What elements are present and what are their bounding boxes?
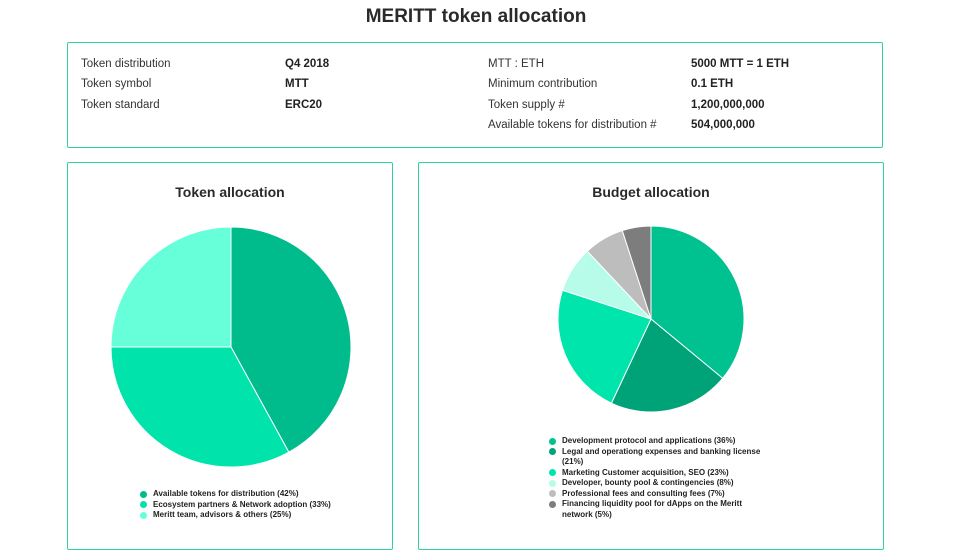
legend-swatch — [549, 437, 556, 445]
legend-swatch — [140, 490, 147, 498]
legend-item-0-0: Available tokens for distribution (42%) — [140, 489, 380, 500]
info-label-minimum-contribution: Minimum contribution — [488, 78, 598, 90]
info-label-token-standard: Token standard — [81, 99, 160, 111]
legend-label: Professional fees and consulting fees (7… — [562, 488, 725, 498]
token-allocation-legend: Available tokens for distribution (42%) E… — [140, 489, 380, 521]
token-allocation-pie — [110, 226, 352, 468]
legend-label: Legal and operationg expenses and bankin… — [562, 446, 761, 467]
pie-slice-1-1 — [610, 318, 724, 413]
legend-item-1-3: Developer, bounty pool & contingencies (… — [549, 478, 761, 489]
info-label-mtt-eth: MTT : ETH — [488, 58, 545, 70]
info-label-token-distribution: Token distribution — [81, 58, 171, 70]
legend-swatch — [549, 469, 556, 476]
legend-swatch — [549, 490, 556, 497]
legend-label: Ecosystem partners & Network adoption (3… — [153, 499, 331, 509]
info-value-token-distribution: Q4 2018 — [285, 58, 330, 70]
pie-slice-1-0 — [650, 225, 745, 379]
legend-swatch — [549, 500, 556, 508]
budget-allocation-title: Budget allocation — [592, 184, 710, 200]
info-label-token-symbol: Token symbol — [81, 78, 152, 90]
legend-label: Development protocol and applications (3… — [562, 436, 736, 445]
legend-item-0-2: Meritt team, advisors & others (25%) — [140, 510, 380, 521]
info-value-mtt-eth: 5000 MTT = 1 ETH — [691, 58, 790, 70]
legend-swatch — [140, 501, 147, 508]
legend-item-1-4: Professional fees and consulting fees (7… — [549, 489, 761, 500]
token-info-box: Token distribution Q4 2018 Token symbol … — [67, 42, 883, 148]
info-value-token-standard: ERC20 — [285, 99, 323, 111]
token-allocation-title: Token allocation — [175, 184, 285, 200]
pie-slice-0-0 — [230, 226, 352, 453]
pie-slice-0-2 — [110, 226, 232, 348]
budget-allocation-legend: Development protocol and applications (3… — [549, 436, 761, 520]
info-label-token-supply: Token supply # — [488, 99, 565, 111]
legend-item-0-1: Ecosystem partners & Network adoption (3… — [140, 500, 380, 511]
page-title: MERITT token allocation — [365, 6, 587, 27]
legend-swatch — [549, 479, 556, 487]
budget-allocation-pie — [557, 225, 745, 413]
pie-slice-0-1 — [110, 346, 290, 468]
legend-item-1-0: Development protocol and applications (3… — [549, 436, 761, 447]
budget-allocation-panel: Budget allocation Development protocol a… — [418, 162, 884, 550]
legend-label: Developer, bounty pool & contingencies (… — [562, 478, 734, 487]
legend-swatch — [140, 511, 147, 519]
legend-item-1-1: Legal and operationg expenses and bankin… — [549, 447, 761, 468]
legend-item-1-5: Financing liquidity pool for dApps on th… — [549, 499, 761, 520]
info-value-token-supply: 1,200,000,000 — [691, 99, 765, 111]
legend-label: Marketing Customer acquisition, SEO (23%… — [562, 467, 729, 477]
info-value-token-symbol: MTT — [285, 78, 309, 90]
pie-slice-1-2 — [557, 289, 652, 404]
legend-item-1-2: Marketing Customer acquisition, SEO (23%… — [549, 468, 761, 479]
info-value-available-tokens: 504,000,000 — [691, 119, 755, 131]
info-value-minimum-contribution: 0.1 ETH — [691, 78, 734, 90]
legend-label: Available tokens for distribution (42%) — [153, 489, 299, 498]
token-allocation-panel: Token allocation Available tokens for di… — [67, 162, 393, 550]
legend-label: Meritt team, advisors & others (25%) — [153, 510, 292, 519]
pie-slice-1-5 — [621, 225, 652, 320]
info-label-available-tokens: Available tokens for distribution # — [488, 119, 657, 131]
legend-label: Financing liquidity pool for dApps on th… — [562, 499, 742, 519]
legend-swatch — [549, 448, 556, 455]
